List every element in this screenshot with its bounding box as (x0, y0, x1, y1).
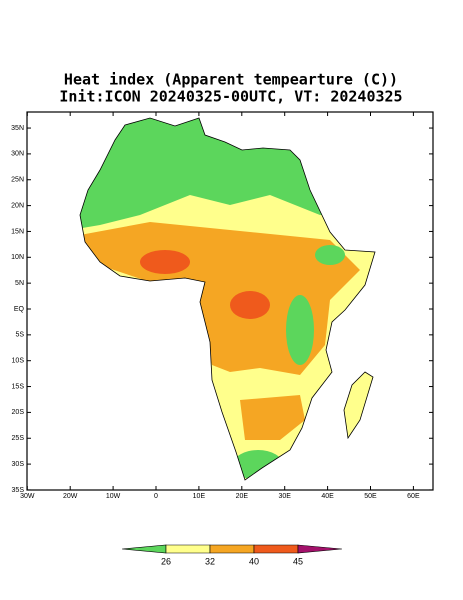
lat-label: 25N (11, 177, 24, 184)
colorbar-label: 45 (293, 556, 303, 566)
lon-label: 30E (278, 493, 291, 500)
lon-label: 30W (20, 493, 35, 500)
lat-label: 5N (15, 280, 24, 287)
lat-label: 30S (12, 461, 25, 468)
lon-label: 40E (321, 493, 334, 500)
colorbar-segment (297, 544, 343, 554)
lon-label: 0 (154, 493, 158, 500)
title: Heat index (Apparent tempearture (C)) (64, 71, 398, 89)
lon-label: 50E (364, 493, 377, 500)
lat-label: 35S (12, 487, 25, 494)
hot-west (140, 250, 190, 274)
lat-label: 10N (11, 254, 24, 261)
colorbar-label: 40 (249, 556, 259, 566)
lat-label: 30N (11, 151, 24, 158)
lat-label: 35N (11, 125, 24, 132)
zone-orange-south (240, 395, 305, 440)
colorbar-segment (253, 544, 299, 554)
hot-congo (230, 291, 270, 319)
colorbar-segment (121, 544, 167, 554)
lon-label: 60E (407, 493, 420, 500)
lat-label: 10S (12, 358, 25, 365)
lat-label: 20N (11, 202, 24, 209)
lat-label: EQ (14, 306, 25, 313)
lon-label: 10E (193, 493, 206, 500)
colorbar-segment (209, 544, 255, 554)
lon-label: 10W (106, 493, 121, 500)
lat-label: 25S (12, 435, 25, 442)
colorbar: 26 32 40 45 (121, 544, 343, 566)
axis-ticks: 35N 30N 25N 20N 15N 10N 5N EQ 5S 10S 15S 20S 25S 30S 3… (11, 112, 433, 500)
colorbar-label: 26 (161, 556, 171, 566)
lat-label: 20S (12, 409, 25, 416)
colorbar-segment (165, 544, 211, 554)
lon-label: 20W (63, 493, 78, 500)
green-ethiopia (315, 245, 345, 265)
subtitle: Init:ICON 20240325-00UTC, VT: 20240325 (59, 88, 402, 106)
colorbar-label: 32 (205, 556, 215, 566)
lat-label: 15N (11, 228, 24, 235)
green-east (286, 295, 314, 365)
lat-label: 15S (12, 383, 25, 390)
lon-label: 20E (236, 493, 249, 500)
lat-label: 5S (15, 332, 24, 339)
